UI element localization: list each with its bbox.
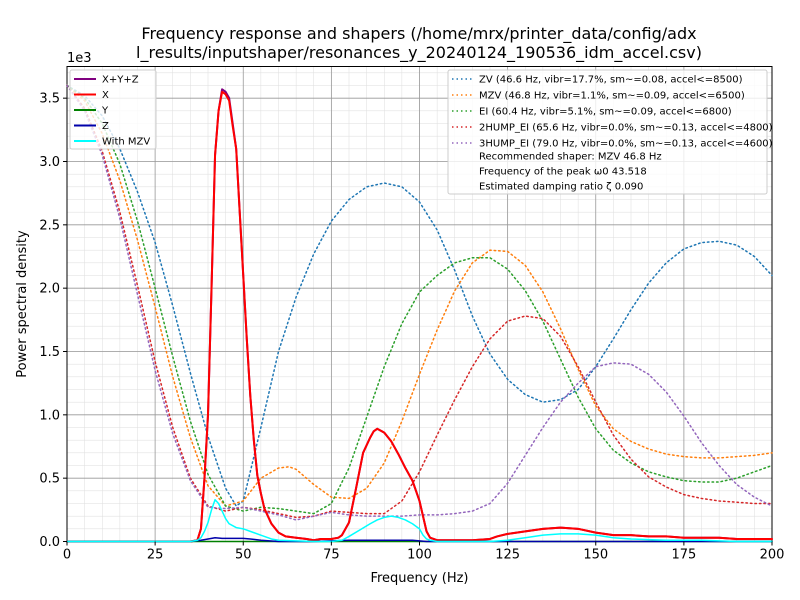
y-tick-label: 1.0 [39,408,60,423]
series-layer [66,84,773,543]
y-tick-label: 3.5 [39,92,60,107]
y-axis-label: Power spectral density [15,230,30,378]
legend-note: Estimated damping ratio ζ 0.090 [479,182,643,193]
legend-entry-label: Z [102,121,109,132]
y-tick-label: 1.5 [39,345,60,360]
series-line-2hump-ei [66,84,773,519]
x-tick-label: 50 [235,548,252,563]
y-tick-label: 0.5 [39,472,60,487]
axes-layer: 0 25 50 75 100 125 150 175 200 0.0 0.5 1.0 1.5 2.0 2.5… [39,92,784,563]
series-line-mzv [66,84,773,507]
legend-right: ZV (46.6 Hz, vibr=17.7%, sm~=0.08, accel… [447,69,773,195]
x-tick-label: 100 [407,548,432,563]
y-offset-label: 1e3 [67,51,92,66]
y-tick-label: 2.0 [39,282,60,297]
x-axis-label: Frequency (Hz) [370,571,468,586]
legend-note: Frequency of the peak ω0 43.518 [479,167,647,178]
series-line-with [66,498,773,543]
legend-entry-label: 2HUMP_EI (65.6 Hz, vibr=0.0%, sm~=0.13, … [479,123,773,134]
series-line-x [66,90,773,543]
legend-entry-label: With MZV [102,137,150,148]
legend-entry-label: Y [101,106,109,117]
x-tick-label: 150 [583,548,608,563]
series-line-ei [66,84,773,515]
x-tick-label: 200 [760,548,785,563]
legend-left: X+Y+Z XYZ With MZV [69,69,157,150]
x-tick-label: 175 [671,548,696,563]
series-line-3hump-ei [66,84,773,521]
legend-entry-label: X+Y+Z [102,75,139,86]
legend-entry-label: EI (60.4 Hz, vibr=5.1%, sm~=0.09, accel<… [479,107,732,118]
y-tick-label: 3.0 [39,155,60,170]
chart-title-line-1: Frequency response and shapers (/home/mr… [141,24,696,44]
x-tick-label: 0 [63,548,71,563]
legend-right-box [447,69,768,195]
legend-entry-label: MZV (46.8 Hz, vibr=1.1%, sm~=0.09, accel… [479,91,745,102]
x-tick-label: 25 [147,548,164,563]
legend-left-box [69,69,157,150]
x-tick-label: 75 [323,548,340,563]
chart-title-line-2: l_results/inputshaper/resonances_y_20240… [136,43,702,63]
legend-note: Recommended shaper: MZV 46.8 Hz [479,152,662,163]
legend-entry-label: X [102,90,109,101]
series-line-zv [66,84,773,507]
legend-entry-label: ZV (46.6 Hz, vibr=17.7%, sm~=0.08, accel… [479,75,743,86]
x-tick-label: 125 [495,548,520,563]
y-tick-label: 2.5 [39,218,60,233]
legend-entry-label: 3HUMP_EI (79.0 Hz, vibr=0.0%, sm~=0.13, … [479,139,773,150]
y-tick-label: 0.0 [39,535,60,550]
